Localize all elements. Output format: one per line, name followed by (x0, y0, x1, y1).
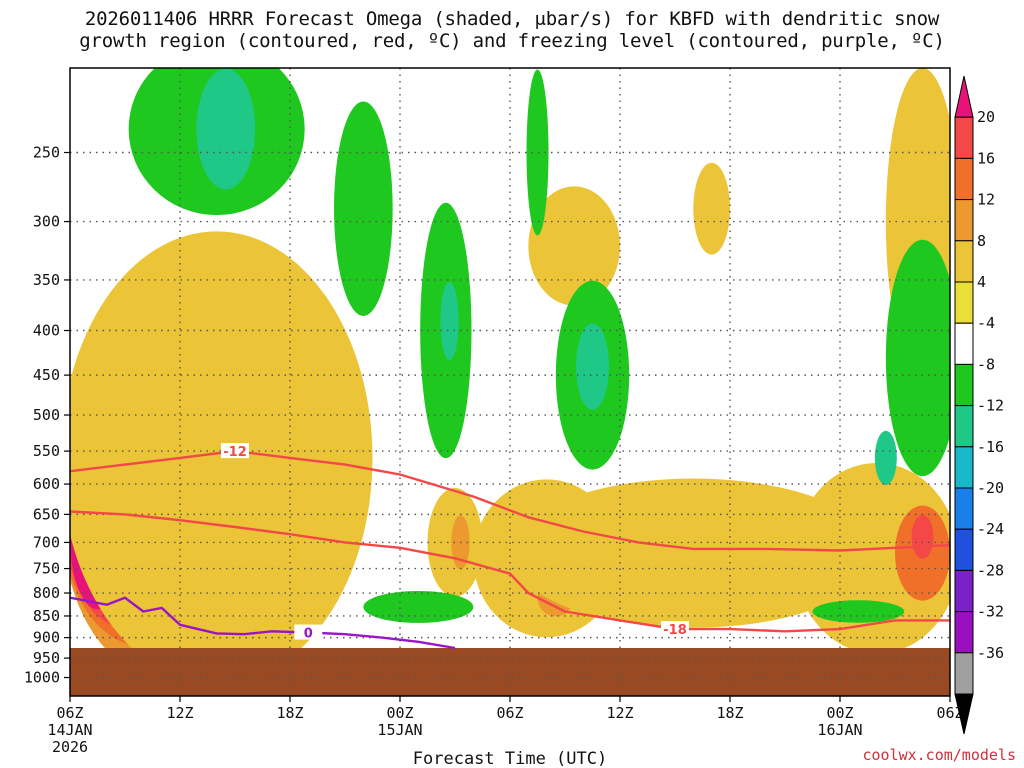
y-tick-label-15: 1000 (24, 669, 60, 687)
y-tick-label-5: 500 (33, 406, 60, 424)
x-axis-title: Forecast Time (UTC) (413, 749, 607, 768)
ground-fill (70, 647, 950, 696)
x-tick-label-5: 12Z (606, 704, 633, 722)
colorbar-box-3 (954, 199, 974, 242)
y-tick-label-14: 950 (33, 649, 60, 667)
omega-region-27 (526, 69, 549, 236)
omega-region-29 (874, 430, 897, 486)
x-tick-label-0: 06Z (56, 704, 83, 722)
title-line-1: 2026011406 HRRR Forecast Omega (shaded, … (84, 8, 940, 30)
colorbar-box-12 (954, 569, 974, 613)
y-tick-label-3: 400 (33, 322, 60, 340)
colorbar-label-1: 16 (977, 149, 995, 167)
colorbar-label-12: -32 (977, 603, 1004, 621)
dgz-contour-1 (70, 510, 950, 633)
y-tick-label-11: 800 (33, 584, 60, 602)
temperature-contours: -12 -18 0 (70, 443, 950, 650)
colorbar-label-13: -36 (977, 644, 1004, 662)
omega-region-22 (334, 101, 393, 316)
x-tick-label-3: 00Z (386, 704, 413, 722)
y-tick-label-4: 450 (33, 366, 60, 384)
omega-region-8 (70, 231, 373, 685)
grid-lines (70, 68, 950, 696)
omega-region-26 (576, 323, 609, 410)
colorbar-box-10 (954, 487, 974, 530)
omega-shading (70, 68, 950, 685)
colorbar-box-11 (954, 528, 974, 571)
omega-region-16 (911, 515, 934, 559)
freezing-label-bg (294, 624, 323, 640)
omega-region-19 (693, 162, 731, 255)
colorbar: 20 16 12 8 4 -4 -8 -12 -16 -20 -24 -28 -32 -36 (954, 75, 1004, 735)
colorbar-label-5: -4 (977, 314, 995, 332)
y-tick-label-13: 900 (33, 629, 60, 647)
x-tick-label-6: 18Z (716, 704, 743, 722)
omega-region-31 (812, 600, 905, 623)
x-tick-sublabel-7-0: 16JAN (817, 721, 862, 739)
y-tick-label-6: 550 (33, 442, 60, 460)
x-tick-label-2: 18Z (276, 704, 303, 722)
omega-region-30 (363, 590, 474, 623)
y-tick-label-1: 300 (33, 213, 60, 231)
colorbar-label-9: -20 (977, 479, 1004, 497)
y-tick-label-10: 750 (33, 560, 60, 578)
y-tick-label-0: 250 (33, 144, 60, 162)
colorbar-label-10: -24 (977, 520, 1004, 538)
x-tick-sublabel-0-1: 2026 (52, 738, 88, 756)
colorbar-label-4: 4 (977, 273, 986, 291)
dgz-label-1: -18 (663, 623, 687, 638)
dgz-label-0: -12 (223, 445, 247, 460)
colorbar-box-1 (954, 116, 974, 159)
dgz-label-1-bg (661, 621, 689, 637)
colorbar-label-0: 20 (977, 108, 995, 126)
title-line-2: growth region (contoured, red, ºC) and f… (79, 30, 945, 52)
omega-region-21 (196, 68, 256, 190)
colorbar-box-4 (954, 240, 974, 283)
y-tick-label-9: 700 (33, 533, 60, 551)
freezing-label: 0 (304, 627, 313, 642)
colorbar-label-8: -16 (977, 438, 1004, 456)
x-tick-label-7: 00Z (826, 704, 853, 722)
colorbar-box-9 (954, 446, 974, 489)
colorbar-box-5 (954, 281, 974, 324)
colorbar-label-6: -8 (977, 355, 995, 373)
y-axis: 250 300 350 400 450 500 550 600 650 700 750 800 850 9… (24, 144, 70, 687)
x-tick-sublabel-0-0: 14JAN (47, 721, 92, 739)
colorbar-label-11: -28 (977, 561, 1004, 579)
colorbar-box-2 (954, 157, 974, 201)
colorbar-label-7: -12 (977, 397, 1004, 415)
omega-region-24 (440, 281, 459, 360)
x-tick-label-8: 06Z (936, 704, 963, 722)
colorbar-box-8 (954, 405, 974, 448)
y-tick-label-7: 600 (33, 475, 60, 493)
omega-region-13 (510, 478, 877, 628)
x-tick-label-1: 12Z (166, 704, 193, 722)
y-tick-label-12: 850 (33, 607, 60, 625)
colorbar-box-6 (954, 322, 974, 365)
dgz-label-0-bg (221, 443, 249, 459)
colorbar-bottom-arrow (954, 693, 974, 735)
colorbar-box-14 (954, 652, 974, 695)
omega-region-18 (528, 186, 621, 306)
omega-region-28 (885, 239, 950, 477)
x-tick-label-4: 06Z (496, 704, 523, 722)
freezing-level-contour (70, 596, 456, 650)
y-tick-label-8: 650 (33, 505, 60, 523)
chart-title: 2026011406 HRRR Forecast Omega (shaded, … (0, 8, 1024, 52)
x-tick-sublabel-3-0: 15JAN (377, 721, 422, 739)
ground-mask (70, 647, 950, 696)
dgz-contour-0 (70, 449, 950, 552)
y-tick-label-2: 350 (33, 271, 60, 289)
colorbar-label-3: 8 (977, 232, 986, 250)
colorbar-top-arrow (954, 75, 974, 118)
colorbar-box-7 (954, 363, 974, 407)
credit-link[interactable]: coolwx.com/models (862, 746, 1016, 764)
colorbar-label-2: 12 (977, 191, 995, 209)
colorbar-box-13 (954, 611, 974, 654)
